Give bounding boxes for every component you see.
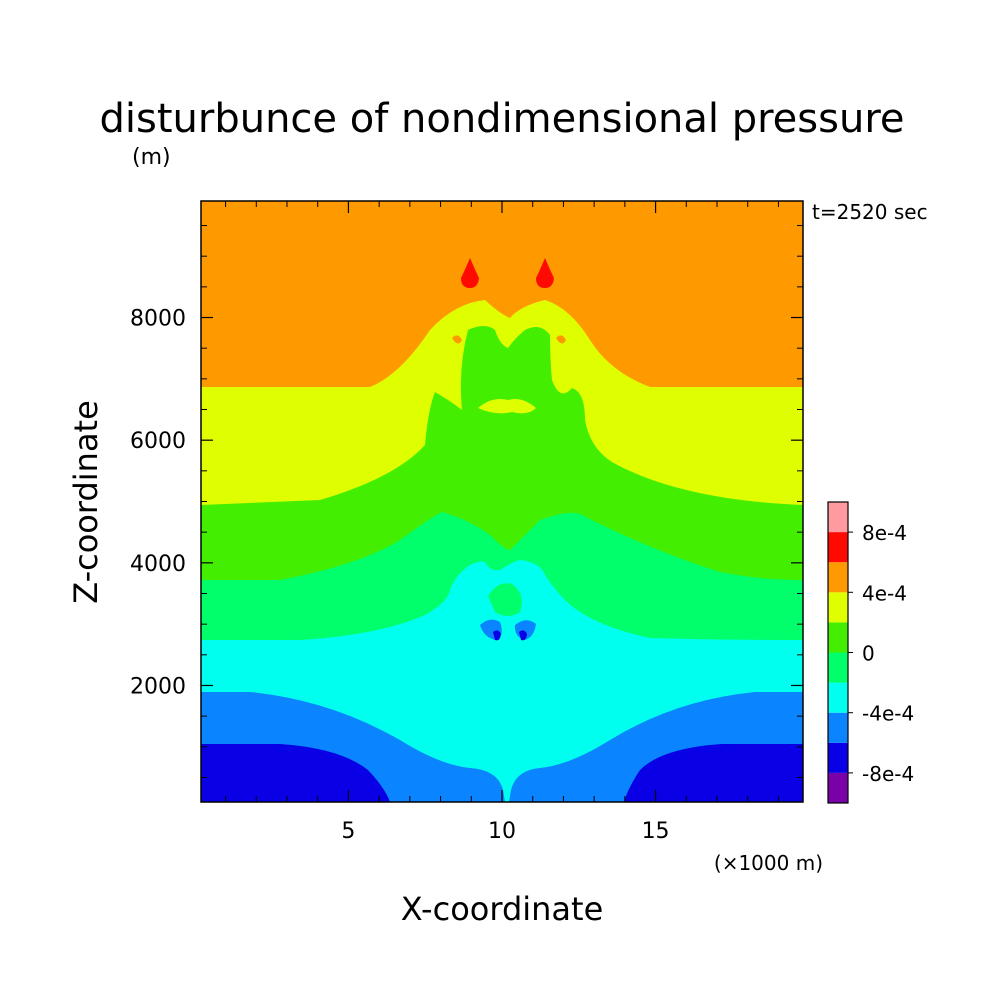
y-tick-label: 2000 [130,674,186,699]
colorbar-swatch [828,622,848,653]
x-axis-label: X-coordinate [401,890,604,928]
colorbar-label: -8e-4 [862,762,914,786]
band-navy-left [201,744,390,802]
colorbar: -8e-4 -4e-4 0 4e-4 8e-4 [827,501,914,804]
units-label: (m) [132,145,171,170]
colorbar-label: 8e-4 [862,521,907,545]
time-label: t=2520 sec [812,200,928,224]
colorbar-swatch [828,532,848,563]
x-unit-label: (×1000 m) [714,851,823,875]
colorbar-swatch [828,592,848,623]
orange-fleck-left [452,335,462,344]
upper-red-left [461,258,479,288]
x-tick-labels: 5 10 15 [341,819,669,844]
colorbar-swatch [828,742,848,773]
colorbar-swatch [828,712,848,743]
colorbar-label: 0 [862,642,875,666]
y-tick-label: 4000 [130,552,186,577]
axis-ticks [201,201,803,802]
low-navy-right [519,630,527,641]
colorbar-swatch [828,652,848,683]
chart-title: disturbunce of nondimensional pressure [100,96,905,142]
x-tick-label: 10 [488,819,516,844]
mid-yellow-blob [478,399,536,414]
colorbar-label: 4e-4 [862,581,907,605]
low-navy-left [493,630,501,641]
colorbar-swatch [828,682,848,713]
orange-fleck-right [556,335,566,344]
y-tick-label: 6000 [130,429,186,454]
colorbar-swatch [828,502,848,533]
band-navy-right [624,744,803,802]
upper-red-right [536,258,554,288]
colorbar-swatch [828,772,848,803]
colorbar-label: -4e-4 [862,702,914,726]
mid-green-blob [495,373,522,395]
y-tick-label: 8000 [130,307,186,332]
colorbar-swatch [828,562,848,593]
y-tick-labels: 2000 4000 6000 8000 [130,307,186,700]
y-axis-label: Z-coordinate [67,400,105,604]
x-tick-label: 5 [341,819,355,844]
x-tick-label: 15 [642,819,670,844]
plot-area [200,200,804,803]
cyan-island-green [488,583,522,616]
